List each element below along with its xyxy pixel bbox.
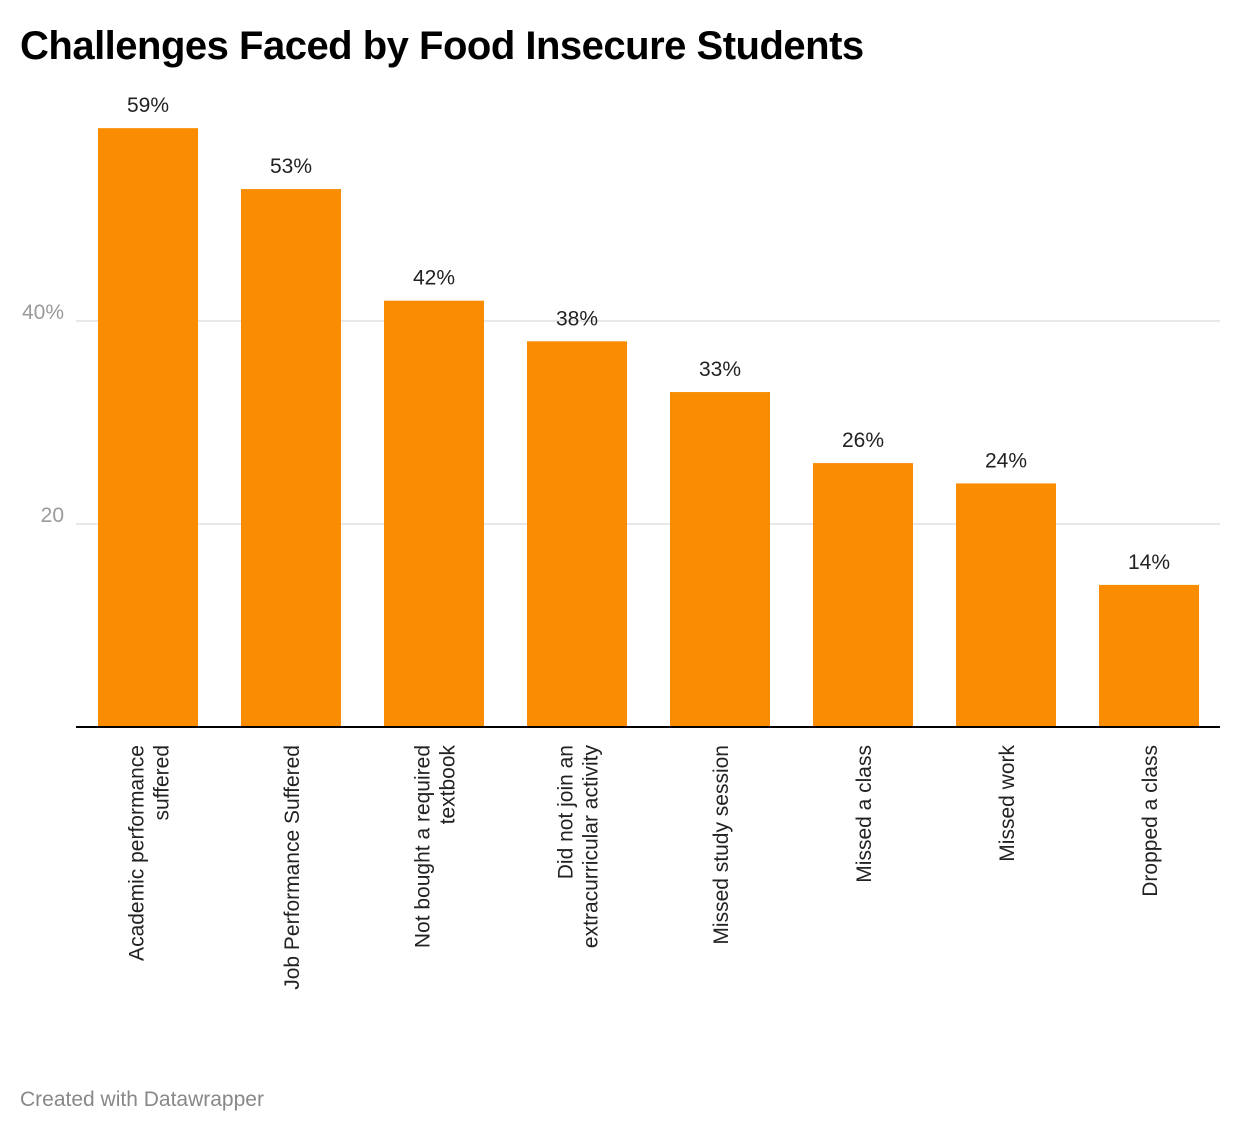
x-tick-label: Job Performance Suffered	[281, 745, 304, 990]
x-tick-label-line: Academic performance	[126, 745, 149, 961]
footer-credit: Created with Datawrapper	[20, 1088, 264, 1111]
value-label: 59%	[127, 94, 169, 117]
chart-title: Challenges Faced by Food Insecure Studen…	[20, 24, 864, 68]
bars	[98, 128, 1199, 728]
bar	[956, 483, 1056, 727]
x-tick-label-line: Dropped a class	[1139, 745, 1162, 897]
value-label: 14%	[1128, 551, 1170, 574]
value-labels: 59% 53% 42% 38% 33% 26% 24% 14%	[127, 94, 1170, 574]
y-tick-label: 40%	[22, 301, 64, 324]
bar	[384, 300, 484, 727]
x-tick-label: Missed a class	[853, 745, 876, 883]
x-tick-label: Dropped a class	[1139, 745, 1162, 897]
x-tick-label: Missed study session	[710, 745, 733, 945]
x-tick-label: Academic performance suffered	[126, 745, 174, 961]
x-tick-label: Did not join an extracurricular activity	[555, 745, 603, 949]
x-tick-label-line: Missed work	[996, 745, 1019, 862]
value-label: 38%	[556, 307, 598, 330]
x-tick-label-line: Missed study session	[710, 745, 733, 945]
value-label: 26%	[842, 429, 884, 452]
bar	[241, 189, 341, 728]
x-tick-label-line: textbook	[437, 745, 460, 825]
bar	[813, 463, 913, 727]
x-tick-label-line: Missed a class	[853, 745, 876, 883]
bar	[98, 128, 198, 727]
bar	[527, 341, 627, 727]
x-tick-label-line: Job Performance Suffered	[281, 745, 304, 990]
x-tick-label-line: Not bought a required	[412, 745, 435, 948]
x-tick-label: Not bought a required textbook	[412, 745, 460, 949]
x-tick-label-line: Did not join an	[555, 745, 578, 879]
x-tick-label: Missed work	[996, 745, 1019, 862]
value-label: 33%	[699, 358, 741, 381]
y-tick-label: 20	[41, 504, 64, 527]
x-tick-label-line: suffered	[151, 745, 174, 821]
category-labels: Academic performance suffered Job Performa…	[126, 745, 1163, 990]
bar	[670, 392, 770, 727]
bar	[1099, 584, 1199, 727]
value-label: 53%	[270, 155, 312, 178]
value-label: 24%	[985, 449, 1027, 472]
value-label: 42%	[413, 267, 455, 290]
x-tick-label-line: extracurricular activity	[580, 745, 603, 949]
